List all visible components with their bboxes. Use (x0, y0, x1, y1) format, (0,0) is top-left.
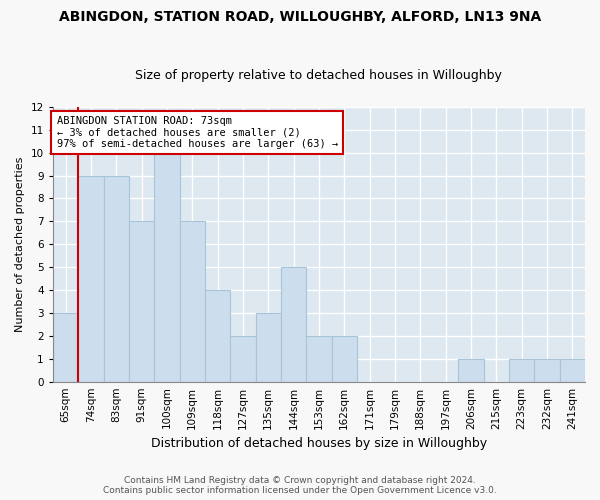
Bar (332, 336, 357, 382)
Bar (281, 267, 306, 382)
Title: Size of property relative to detached houses in Willoughby: Size of property relative to detached ho… (136, 69, 502, 82)
Bar (306, 336, 332, 382)
Bar (535, 359, 560, 382)
Bar (78, 176, 104, 382)
Bar (560, 359, 585, 382)
Bar (179, 222, 205, 382)
Bar (53, 313, 78, 382)
X-axis label: Distribution of detached houses by size in Willoughby: Distribution of detached houses by size … (151, 437, 487, 450)
Bar (205, 290, 230, 382)
Text: ABINGDON STATION ROAD: 73sqm
← 3% of detached houses are smaller (2)
97% of semi: ABINGDON STATION ROAD: 73sqm ← 3% of det… (56, 116, 338, 149)
Bar (256, 313, 281, 382)
Bar (129, 222, 154, 382)
Bar (458, 359, 484, 382)
Text: ABINGDON, STATION ROAD, WILLOUGHBY, ALFORD, LN13 9NA: ABINGDON, STATION ROAD, WILLOUGHBY, ALFO… (59, 10, 541, 24)
Text: Contains HM Land Registry data © Crown copyright and database right 2024.
Contai: Contains HM Land Registry data © Crown c… (103, 476, 497, 495)
Bar (104, 176, 129, 382)
Bar (154, 152, 179, 382)
Bar (230, 336, 256, 382)
Bar (509, 359, 535, 382)
Y-axis label: Number of detached properties: Number of detached properties (15, 156, 25, 332)
